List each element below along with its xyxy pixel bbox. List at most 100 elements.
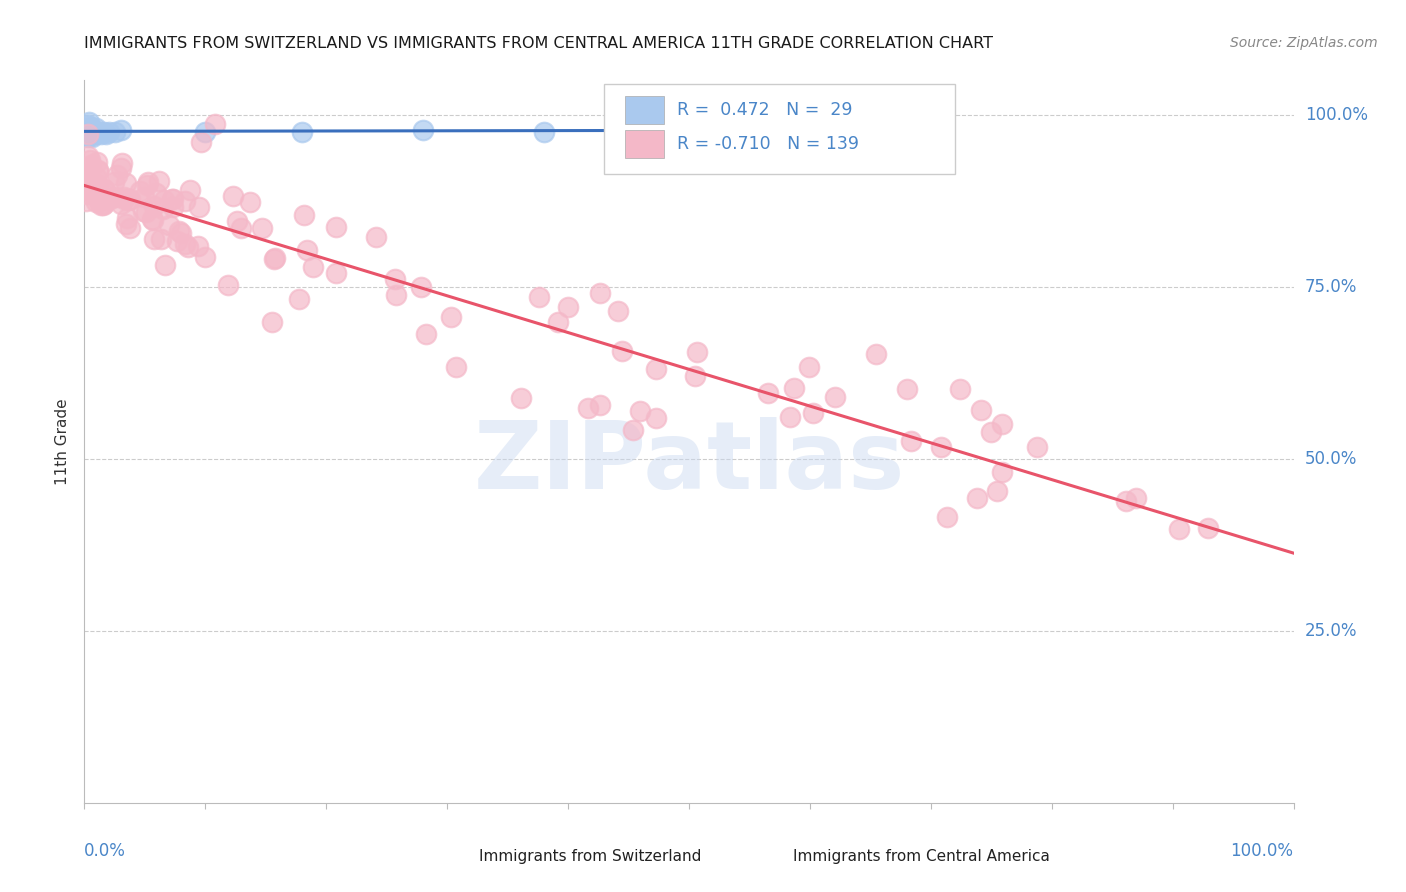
Point (986, 484, 1008, 499)
Point (93, 125, 115, 139)
Point (80, 185, 103, 199)
Point (84, 195, 107, 210)
Point (229, 220, 252, 235)
Point (110, 123, 132, 137)
Point (783, 381, 806, 395)
Point (110, 197, 132, 211)
Point (87, 178, 110, 193)
Text: 0.0%: 0.0% (84, 842, 127, 860)
Point (91, 198, 114, 212)
Point (217, 278, 239, 293)
Point (157, 218, 180, 232)
Point (104, 125, 127, 139)
Point (80, 158, 103, 172)
Point (162, 192, 184, 206)
Point (170, 227, 193, 241)
Point (557, 301, 579, 315)
Point (302, 260, 325, 274)
Point (141, 211, 163, 226)
Point (823, 123, 845, 137)
Point (949, 382, 972, 396)
Point (263, 252, 285, 266)
Point (779, 410, 801, 425)
Point (756, 386, 779, 401)
Text: 75.0%: 75.0% (1305, 277, 1357, 296)
Point (77, 118, 100, 132)
Point (990, 417, 1012, 432)
Point (98, 192, 121, 206)
Point (76, 125, 98, 139)
Point (115, 211, 138, 226)
Point (118, 193, 141, 207)
Point (76, 128, 98, 142)
Point (77, 149, 100, 163)
Text: IMMIGRANTS FROM SWITZERLAND VS IMMIGRANTS FROM CENTRAL AMERICA 11TH GRADE CORREL: IMMIGRANTS FROM SWITZERLAND VS IMMIGRANT… (84, 36, 994, 51)
Point (80, 180, 103, 194)
Point (132, 203, 155, 218)
Point (83, 123, 105, 137)
Point (84, 169, 107, 184)
Point (589, 286, 612, 301)
Point (76, 121, 98, 136)
Point (75, 175, 97, 189)
Y-axis label: 11th Grade: 11th Grade (55, 398, 70, 485)
Text: R = -0.710   N = 139: R = -0.710 N = 139 (676, 135, 859, 153)
Point (167, 224, 190, 238)
FancyBboxPatch shape (605, 84, 955, 174)
Bar (762, 847, 789, 868)
Point (1125, 491, 1147, 505)
Point (174, 236, 197, 251)
Point (155, 258, 177, 272)
Point (190, 135, 212, 149)
Point (896, 382, 918, 396)
Point (610, 344, 633, 359)
Point (179, 183, 201, 197)
Point (84, 177, 107, 191)
Text: Source: ZipAtlas.com: Source: ZipAtlas.com (1230, 36, 1378, 50)
Point (1168, 523, 1191, 537)
Text: Immigrants from Switzerland: Immigrants from Switzerland (478, 849, 702, 864)
Point (929, 440, 952, 454)
Point (143, 199, 166, 213)
Point (87, 125, 110, 139)
Point (239, 194, 262, 209)
Point (527, 290, 550, 304)
Text: ZIPatlas: ZIPatlas (474, 417, 904, 509)
Point (79, 153, 101, 167)
Point (104, 189, 127, 203)
Point (801, 406, 824, 420)
Point (132, 190, 155, 204)
Point (77, 168, 100, 182)
Point (86, 127, 108, 141)
Point (135, 205, 157, 219)
Point (114, 176, 136, 190)
Point (533, 125, 555, 139)
Point (292, 208, 315, 222)
Point (152, 202, 174, 216)
Point (135, 178, 157, 192)
Point (83, 176, 105, 190)
Point (77, 114, 100, 128)
Point (77, 123, 100, 137)
Point (77, 179, 100, 194)
Point (115, 218, 138, 232)
Point (105, 169, 128, 183)
Point (936, 509, 959, 524)
Point (589, 398, 612, 412)
Point (86, 121, 108, 136)
Point (325, 220, 347, 235)
Point (77, 182, 100, 196)
Point (90, 198, 112, 212)
Point (162, 192, 184, 206)
Point (80, 125, 103, 139)
Point (187, 200, 209, 214)
Point (966, 491, 988, 505)
Point (686, 345, 709, 359)
Point (252, 220, 274, 235)
Point (204, 117, 226, 131)
Point (260, 315, 283, 329)
Point (194, 125, 217, 139)
Point (142, 213, 165, 227)
Point (177, 240, 200, 254)
Point (82, 127, 104, 141)
